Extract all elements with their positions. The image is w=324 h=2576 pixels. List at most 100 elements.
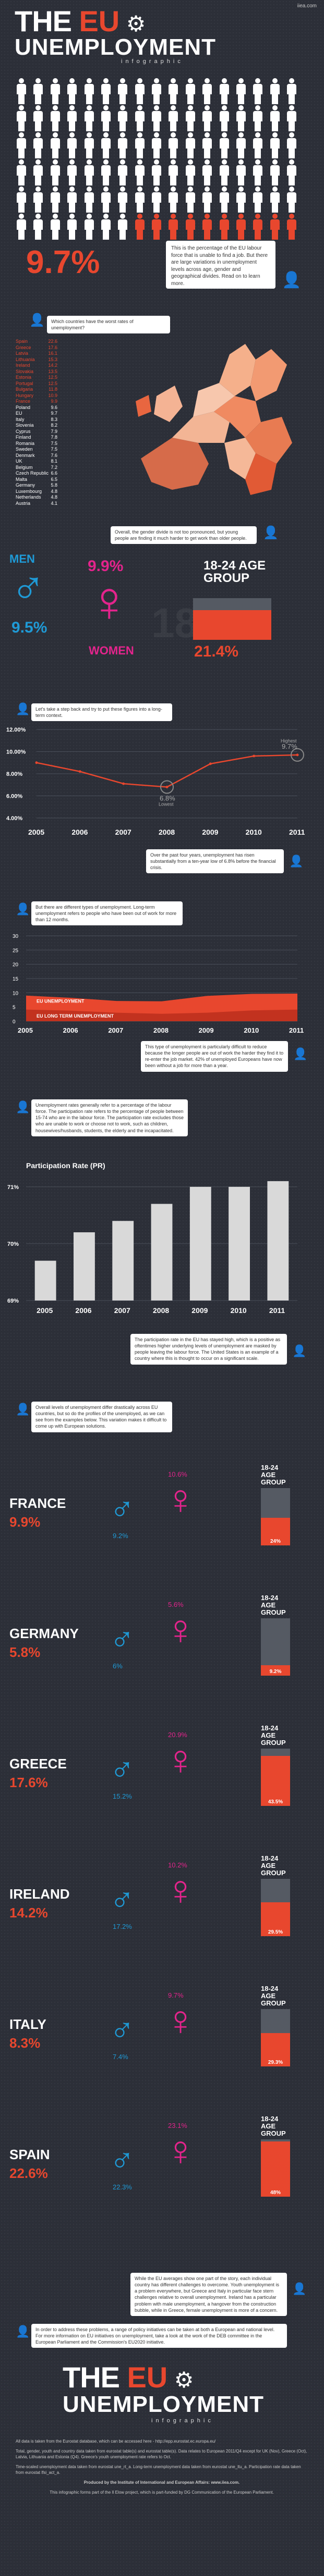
person-icon [100,78,112,104]
long-term-unemployment-chart: 0 5 10 15 20 25 30 EU UNEMPLOYMENT EU LONG TERM … [13,934,304,1034]
person-icon [100,187,112,213]
x-tick-label: 2007 [115,828,131,836]
y-tick-label: 10.00% [6,749,26,756]
person-icon [50,105,61,131]
country-name: GREECE [9,1756,67,1772]
person-icon [201,105,213,131]
highest-value: 9.7% [282,742,297,750]
women-label: WOMEN [89,644,134,657]
country-name: Czech Republic [16,470,49,476]
male-icon: ♂ [110,1881,135,1918]
youth-value: 24% [270,1539,281,1544]
youth-group: 18-24 AGE GROUP 29.3% [261,1985,290,2066]
site-label[interactable]: iiea.com [297,3,317,9]
age-group-label: 18-24 AGE GROUP [261,2115,286,2137]
country-name: Netherlands [16,494,41,500]
person-icon [269,187,281,213]
person-icon [219,132,230,158]
country-rate-row: Czech Republic 6.6 [16,470,57,477]
map-region [219,344,256,396]
country-rate: 4.8 [51,494,57,500]
footer-title: THE EU ⚙ [63,2360,194,2394]
people-row [16,214,297,240]
youth-value: 48% [270,2190,281,2196]
country-name: UK [16,459,22,464]
person-icon [134,159,146,185]
title-subtitle: infographic [121,58,184,65]
person-icon [117,132,128,158]
person-icon [83,132,95,158]
female-icon: ♀ [165,2127,196,2174]
youth-bar-fill [261,1756,290,1806]
person-icon [219,105,230,131]
person-icon [185,78,196,104]
person-icon [167,159,179,185]
person-icon [201,78,213,104]
person-icon [269,78,281,104]
youth-bar: 9.2% [261,1618,290,1676]
person-icon [185,159,196,185]
title-eu: EU [79,5,120,38]
person-icon [66,159,78,185]
country-name: Cyprus [16,428,31,434]
data-point [35,761,38,764]
person-icon [83,78,95,104]
country-rate-row: Belgium 7.2 [16,465,57,471]
country-name: Greece [16,344,31,350]
speaker-icon: 👤 [292,1344,307,1357]
x-tick-label: 2008 [153,1306,169,1315]
person-icon [167,187,179,213]
country-men: 15.2% [113,1792,132,1800]
female-icon: ♀ [165,1867,196,1913]
youth-bar: 43.5% [261,1749,290,1806]
country-rate-row: Ireland 14.2 [16,363,57,369]
person-icon [185,132,196,158]
person-icon [151,78,162,104]
series-label-total: EU UNEMPLOYMENT [37,998,85,1004]
person-icon [32,159,44,185]
footer-title-the: THE [63,2361,120,2394]
unemployment-trend-chart: 4.00% 6.00% 8.00% 10.00% 12.00% 6.8%Lowest Hig… [6,727,305,836]
person-icon [286,132,297,158]
map-region [214,396,261,438]
person-icon [16,132,27,158]
person-icon [151,187,162,213]
person-icon [252,214,263,240]
person-icon [151,214,162,240]
y-tick-label: 30 [13,934,19,939]
person-icon [16,214,27,240]
youth-bar: 24% [261,1488,290,1545]
country-rate: 17.6 [48,344,57,350]
participation-bar [189,1186,211,1301]
person-icon [151,132,162,158]
youth-group: 18-24 AGE GROUP 29.5% [261,1855,290,1936]
person-icon [151,105,162,131]
country-total: 22.6% [9,2165,48,2181]
male-icon: ♂ [110,1751,135,1788]
person-icon [185,105,196,131]
country-men: 22.3% [113,2183,132,2191]
y-tick-label: 70% [7,1241,19,1247]
person-icon [16,105,27,131]
country-men: 17.2% [113,1923,132,1930]
x-tick-label: 2008 [159,828,175,836]
person-icon [66,78,78,104]
age-group-label: 18-24 AGE GROUP [261,1854,286,1877]
country-rate: 8.1 [51,459,57,464]
map-region [193,383,235,417]
person-icon [16,187,27,213]
country-name: Slovenia [16,423,34,428]
person-icon [286,105,297,131]
speaker-icon: 👤 [16,2325,30,2338]
youth-bar-fill [261,1902,290,1936]
person-icon [269,132,281,158]
highest-marker [291,748,304,762]
x-tick-label: 2011 [269,1306,285,1315]
x-tick-label: 2009 [202,828,218,836]
y-tick-label: 4.00% [6,815,22,822]
age-group-label: 18-24 AGE GROUP [261,1464,286,1486]
people-row [16,187,297,213]
long-term-unemployment-area [26,1009,297,1021]
person-icon [32,187,44,213]
